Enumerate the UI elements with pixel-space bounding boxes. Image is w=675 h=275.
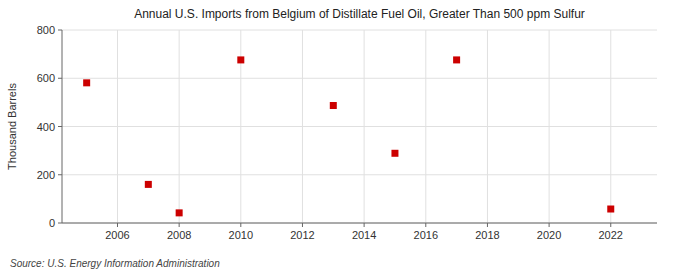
x-tick — [302, 223, 303, 227]
axes: 2006 2008 2010 2012 2014 2016 2018 2020 2022 0 200… — [37, 24, 657, 241]
point — [237, 56, 244, 63]
x-tick-label: 2016 — [414, 229, 438, 241]
x-tick — [487, 223, 488, 227]
point — [453, 56, 460, 63]
point — [145, 181, 152, 188]
points — [83, 56, 614, 216]
grid-line-x — [487, 30, 488, 223]
y-tick-label: 200 — [37, 169, 55, 181]
x-tick-label: 2006 — [105, 229, 129, 241]
x-tick — [610, 223, 611, 227]
grid-line-x — [425, 30, 426, 223]
y-tick — [58, 126, 62, 127]
grid-line-y — [62, 30, 657, 31]
y-tick-label: 800 — [37, 24, 55, 36]
grid-line-x — [610, 30, 611, 223]
x-tick — [425, 223, 426, 227]
point — [391, 150, 398, 157]
x-tick — [364, 223, 365, 227]
x-tick — [549, 223, 550, 227]
x-tick-label: 2008 — [167, 229, 191, 241]
grid-line-x — [549, 30, 550, 223]
grid-line-y — [62, 78, 657, 79]
chart-container: 2006 2008 2010 2012 2014 2016 2018 2020 2022 0 200… — [0, 0, 675, 275]
y-axis-label: Thousand Barrels — [6, 83, 18, 170]
y-tick — [58, 223, 62, 224]
x-tick-label: 2012 — [290, 229, 314, 241]
x-tick — [240, 223, 241, 227]
background — [0, 0, 675, 275]
chart-svg: 2006 2008 2010 2012 2014 2016 2018 2020 2022 0 200… — [0, 0, 675, 275]
grid-line-x — [179, 30, 180, 223]
grid-line-x — [302, 30, 303, 223]
x-axis-line — [62, 223, 657, 224]
x-tick — [179, 223, 180, 227]
y-tick — [58, 174, 62, 175]
x-tick — [117, 223, 118, 227]
x-tick-label: 2010 — [229, 229, 253, 241]
x-tick-label: 2020 — [537, 229, 561, 241]
x-tick-label: 2022 — [599, 229, 623, 241]
y-tick — [58, 78, 62, 79]
grid-line-y — [62, 174, 657, 175]
source-note: Source: U.S. Energy Information Administ… — [10, 258, 220, 269]
point — [83, 79, 90, 86]
y-tick-label: 0 — [49, 217, 55, 229]
grid-line-x — [117, 30, 118, 223]
point — [330, 102, 337, 109]
title: Annual U.S. Imports from Belgium of Dist… — [134, 7, 585, 21]
y-tick-label: 600 — [37, 72, 55, 84]
grid-line-x — [364, 30, 365, 223]
point — [607, 206, 614, 213]
y-tick — [58, 30, 62, 31]
grid-line-y — [62, 126, 657, 127]
x-tick-label: 2014 — [352, 229, 376, 241]
grid — [62, 30, 657, 223]
point — [176, 209, 183, 216]
grid-line-y — [62, 223, 657, 224]
y-tick-label: 400 — [37, 121, 55, 133]
x-tick-label: 2018 — [475, 229, 499, 241]
